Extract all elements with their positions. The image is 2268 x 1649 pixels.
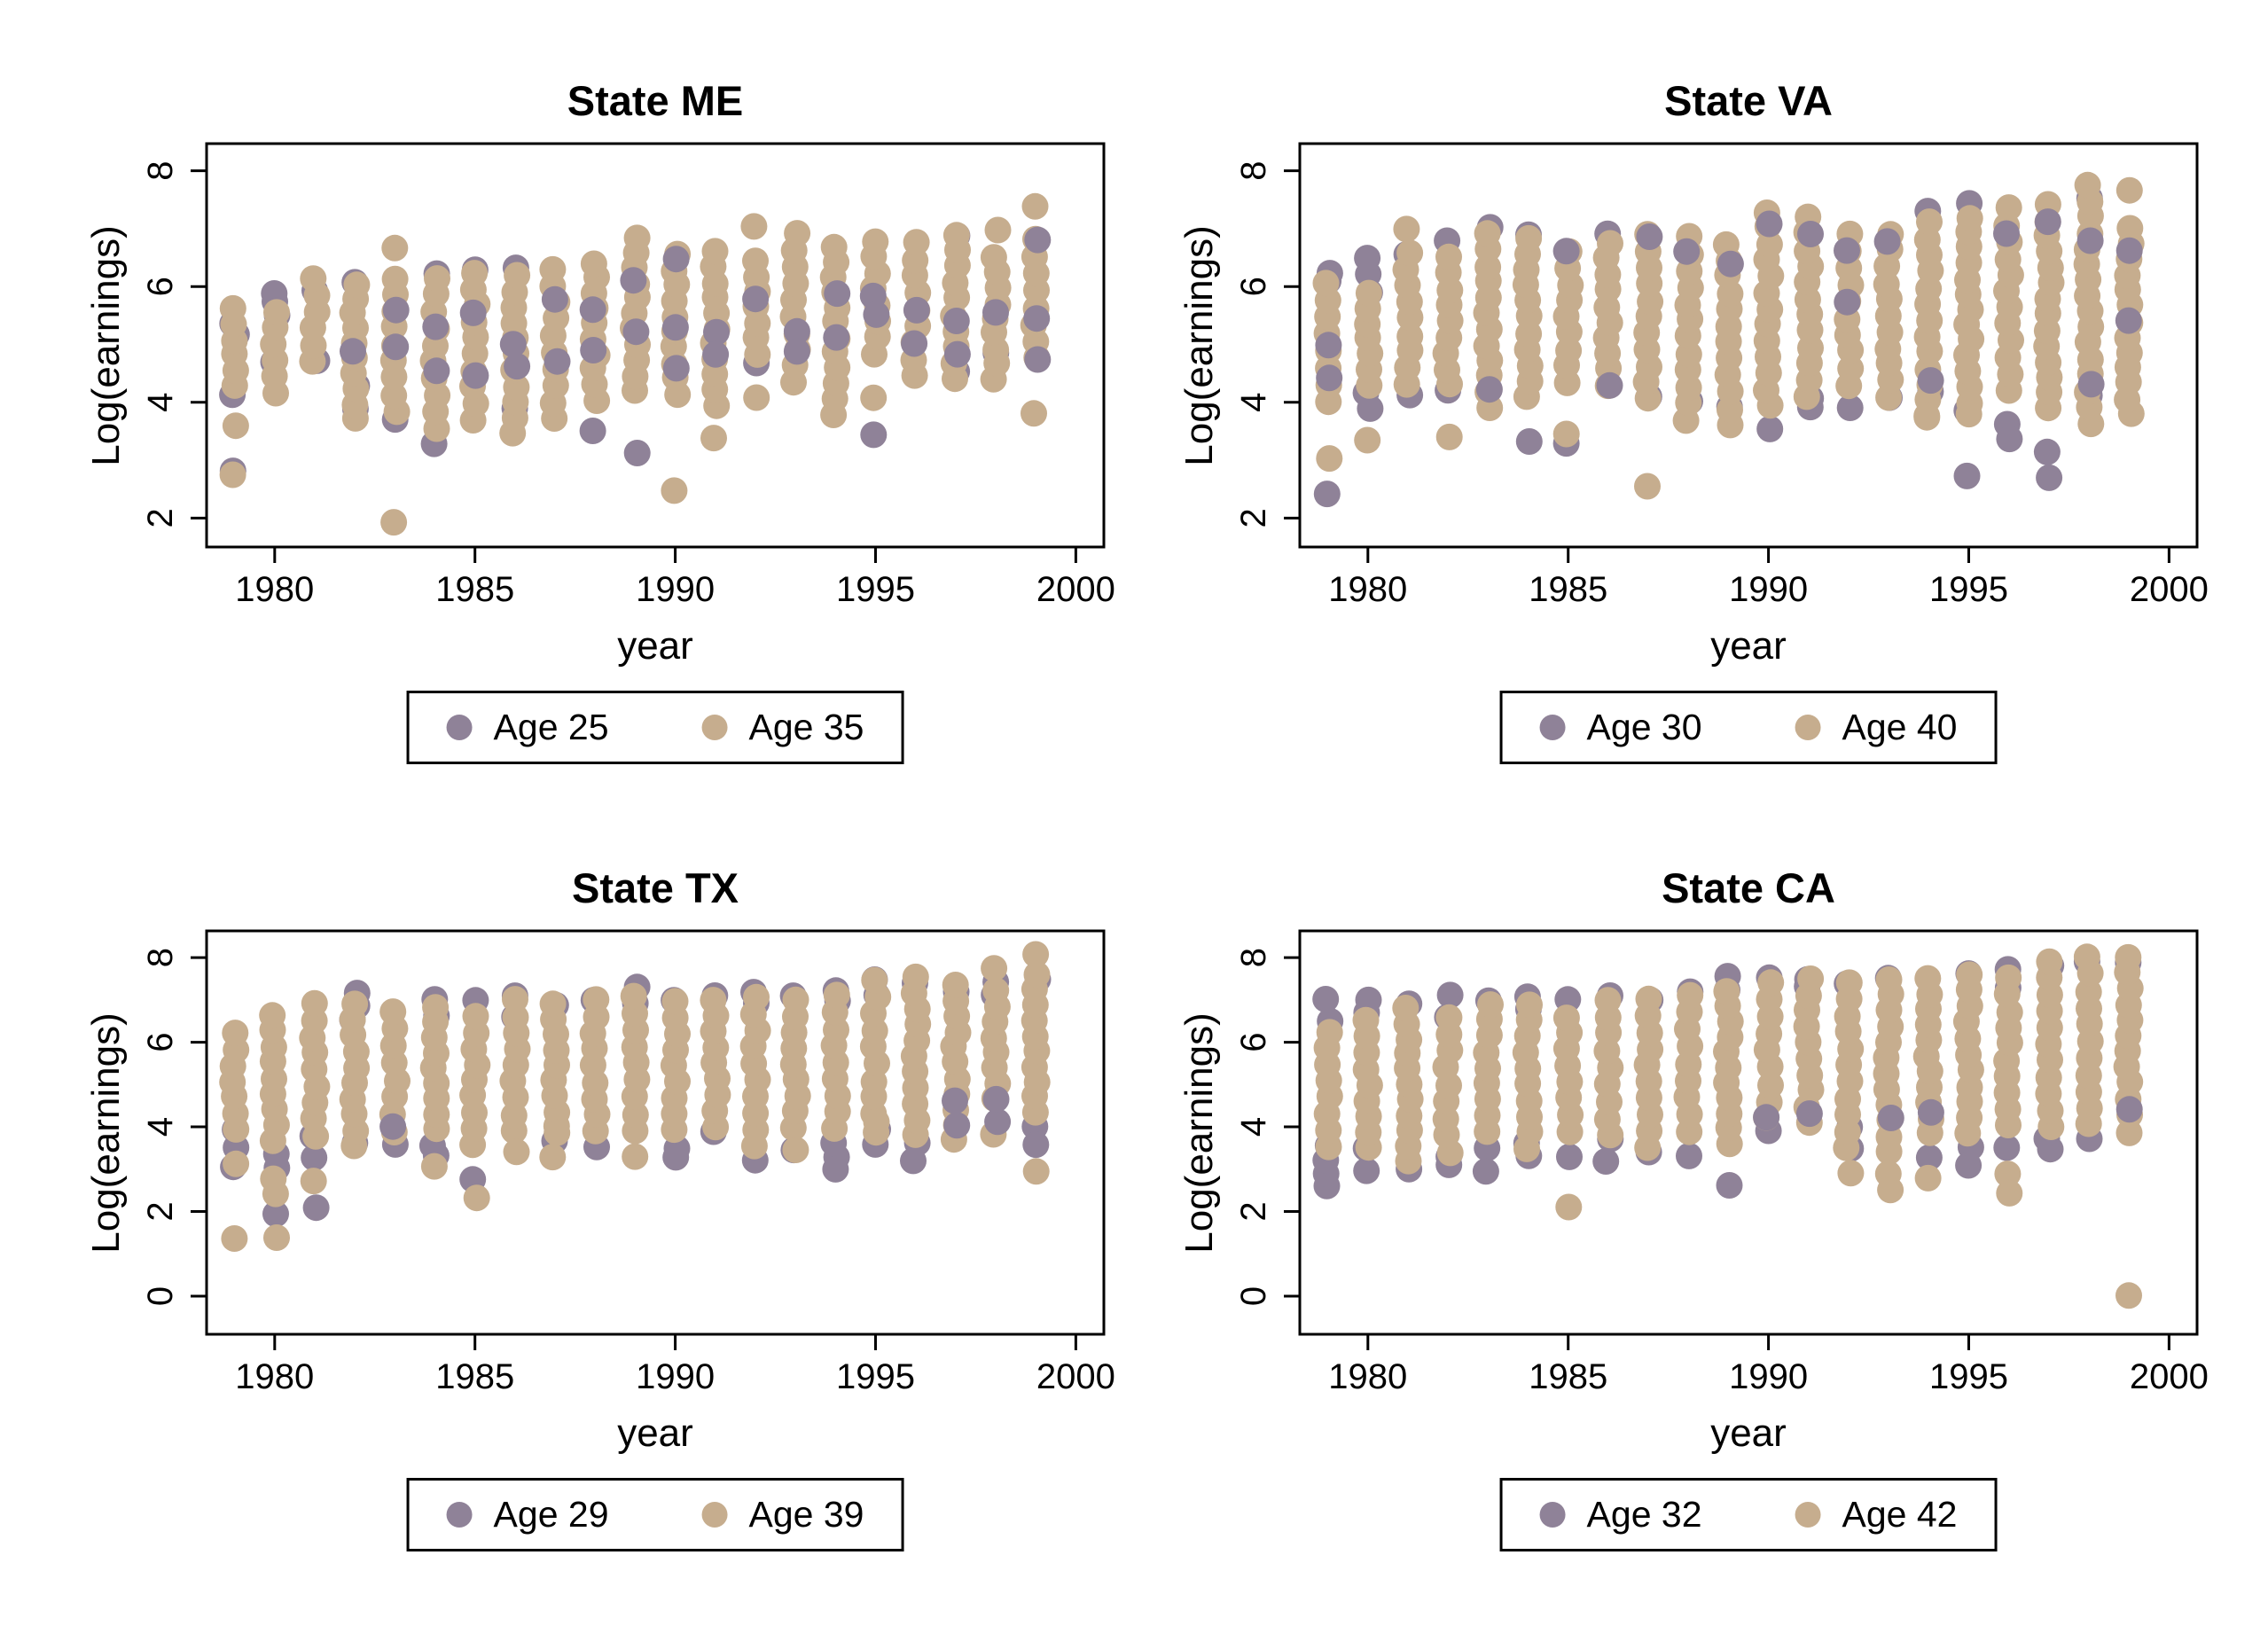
x-tick-label: 1995 [836, 570, 915, 609]
y-tick-label: 4 [1234, 393, 1273, 412]
y-tick-label: 2 [141, 1201, 180, 1221]
legend-label-age-35: Age 35 [748, 707, 864, 747]
panel-va-plot: 1980 1985 1990 1995 2000 2 4 6 8 [1234, 142, 2209, 609]
scatter-points-age-35 [219, 192, 1051, 536]
scatter-points-age-30 [1313, 184, 2103, 508]
y-tick-label: 6 [141, 1032, 180, 1051]
legend-label-age-30: Age 30 [1586, 707, 1702, 747]
x-tick-label: 1985 [435, 570, 514, 609]
x-axis-label-me: year [617, 624, 693, 668]
x-tick-label: 2000 [1036, 1357, 1115, 1396]
x-tick-label: 1985 [1529, 1357, 1607, 1396]
x-tick-label: 2000 [1036, 570, 1115, 609]
x-tick-label: 1985 [1529, 570, 1607, 609]
x-tick-label: 1995 [836, 1357, 915, 1396]
legend-entry-age-32: Age 32 [1539, 1494, 1702, 1536]
plot-frame [1298, 929, 2199, 1336]
y-tick-label: 8 [141, 948, 180, 967]
legend-ca: Age 32 Age 42 [1499, 1478, 1998, 1551]
y-tick-label: 4 [141, 1117, 180, 1137]
y-tick-label: 2 [1234, 1201, 1273, 1221]
x-tick-label: 1980 [1328, 570, 1407, 609]
x-axis-label-va: year [1710, 624, 1787, 668]
y-tick-label: 6 [1234, 277, 1273, 296]
panel-me-plot: 1980 1985 1990 1995 2000 2 4 6 8 [141, 142, 1115, 609]
y-tick-label: 6 [1234, 1032, 1273, 1051]
x-tick-label: 1990 [1729, 1357, 1808, 1396]
legend-entry-age-39: Age 39 [701, 1494, 864, 1536]
y-axis-label-tx: Log(earnings) [84, 1012, 128, 1254]
legend-marker-age-40-icon [1795, 715, 1821, 740]
x-tick-label: 1980 [235, 1357, 314, 1396]
y-tick-label: 2 [141, 508, 180, 528]
legend-label-age-32: Age 32 [1586, 1494, 1702, 1535]
plot-frame [1298, 142, 2199, 549]
legend-marker-age-30-icon [1539, 715, 1566, 740]
x-tick-label: 2000 [2130, 1357, 2209, 1396]
x-tick-label: 1980 [235, 570, 314, 609]
plot-frame [205, 929, 1106, 1336]
panel-ca-plot: 1980 1985 1990 1995 2000 0 2 4 6 8 [1234, 929, 2209, 1396]
legend-entry-age-30: Age 30 [1539, 707, 1702, 748]
y-axis-label-va: Log(earnings) [1177, 225, 1221, 466]
panel-title-tx: State TX [571, 864, 739, 911]
y-tick-label: 8 [1234, 948, 1273, 967]
legend-marker-age-29-icon [446, 1502, 473, 1528]
panel-title-va: State VA [1664, 77, 1833, 124]
legend-marker-age-42-icon [1795, 1502, 1821, 1528]
scatter-points-age-40 [1312, 171, 2145, 500]
x-tick-label: 1980 [1328, 1357, 1407, 1396]
panel-tx-plot: 1980 1985 1990 1995 2000 0 2 4 6 8 [141, 929, 1115, 1396]
legend-entry-age-42: Age 42 [1795, 1494, 1958, 1536]
legend-entry-age-29: Age 29 [446, 1494, 609, 1536]
y-tick-label: 8 [1234, 161, 1273, 181]
y-tick-label: 4 [141, 393, 180, 412]
legend-label-age-40: Age 40 [1842, 707, 1958, 747]
y-axis-label-ca: Log(earnings) [1177, 1012, 1221, 1254]
legend-label-age-42: Age 42 [1842, 1494, 1958, 1535]
x-tick-label: 1995 [1929, 1357, 2008, 1396]
scatter-points-age-25 [219, 222, 1010, 485]
y-axis-label-me: Log(earnings) [84, 225, 128, 466]
x-tick-label: 1985 [435, 1357, 514, 1396]
y-tick-label: 2 [1234, 508, 1273, 528]
scatter-points-age-39 [219, 941, 1051, 1252]
scatter-points-foreground [379, 1085, 1012, 1140]
panel-title-ca: State CA [1662, 864, 1835, 911]
legend-marker-age-25-icon [446, 715, 473, 740]
x-tick-label: 1990 [636, 1357, 715, 1396]
x-tick-label: 1995 [1929, 570, 2008, 609]
legend-tx: Age 29 Age 39 [406, 1478, 904, 1551]
legend-entry-age-25: Age 25 [446, 707, 609, 748]
scatter-points-foreground [1753, 1096, 2143, 1131]
legend-entry-age-40: Age 40 [1795, 707, 1958, 748]
panel-title-me: State ME [567, 77, 744, 124]
scatter-points-foreground [340, 226, 1052, 389]
y-tick-label: 4 [1234, 1117, 1273, 1137]
y-tick-label: 0 [141, 1286, 180, 1306]
legend-label-age-39: Age 39 [748, 1494, 864, 1535]
legend-marker-age-32-icon [1539, 1502, 1566, 1528]
legend-me: Age 25 Age 35 [406, 691, 904, 764]
legend-label-age-25: Age 25 [493, 707, 609, 747]
y-tick-label: 8 [141, 161, 180, 181]
y-tick-label: 0 [1234, 1286, 1273, 1306]
y-tick-label: 6 [141, 277, 180, 296]
x-axis-label-tx: year [617, 1411, 693, 1455]
plot-frame [205, 142, 1106, 549]
x-tick-label: 1990 [1729, 570, 1808, 609]
scatter-points-age-42 [1313, 943, 2144, 1309]
x-axis-label-ca: year [1710, 1411, 1787, 1455]
legend-entry-age-35: Age 35 [701, 707, 864, 748]
legend-label-age-29: Age 29 [493, 1494, 609, 1535]
x-tick-label: 1990 [636, 570, 715, 609]
legend-marker-age-35-icon [701, 715, 728, 740]
x-tick-label: 2000 [2130, 570, 2209, 609]
legend-va: Age 30 Age 40 [1499, 691, 1998, 764]
legend-marker-age-39-icon [701, 1502, 728, 1528]
scatter-points-foreground [1315, 208, 2143, 403]
